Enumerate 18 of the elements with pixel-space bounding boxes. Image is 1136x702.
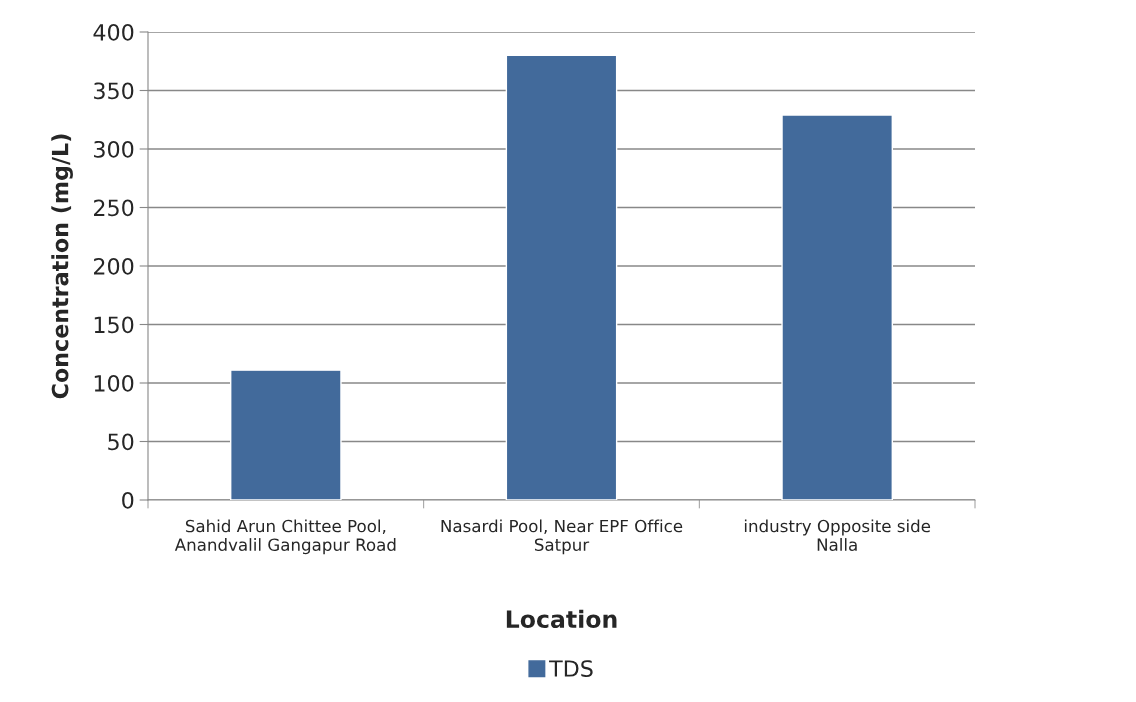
- x-axis-title: Location: [506, 609, 617, 629]
- y-tick-label: 50: [108, 433, 134, 451]
- y-tick-label: 150: [94, 316, 134, 334]
- y-tick-label: 400: [93, 23, 134, 41]
- bar: [781, 114, 893, 500]
- y-tick-label: 200: [94, 257, 134, 275]
- y-tick-label: 250: [94, 199, 134, 217]
- y-tick-label: 100: [94, 374, 134, 392]
- bar: [230, 369, 342, 500]
- bar: [505, 54, 618, 500]
- y-axis-title: Concentration (mg/L): [51, 134, 73, 399]
- y-tick-label: 0: [122, 491, 134, 509]
- x-tick-label: industry Opposite side Nalla: [744, 519, 931, 552]
- x-tick-label: Nasardi Pool, Near EPF Office Satpur: [441, 519, 683, 555]
- legend-label: TDS: [549, 660, 593, 677]
- x-tick-label: Sahid Arun Chittee Pool, Anandvalil Gangapur Road: [174, 519, 396, 555]
- y-tick-label: 300: [94, 140, 134, 158]
- y-tick-label: 350: [94, 82, 134, 100]
